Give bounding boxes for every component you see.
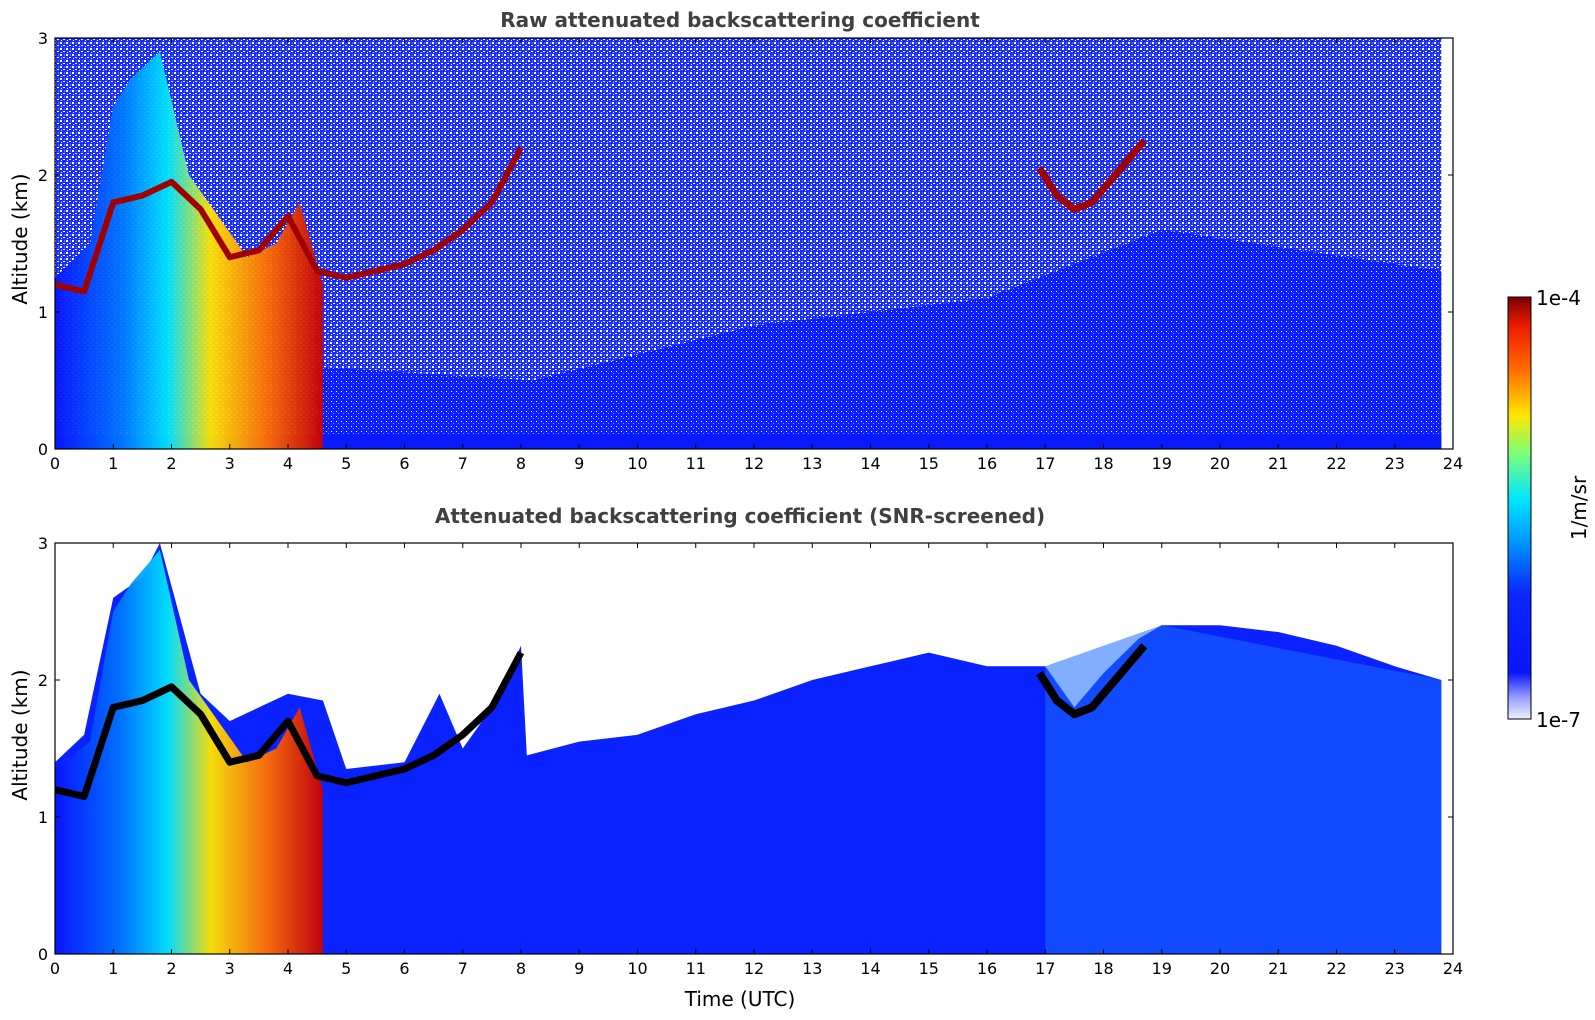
- x-tick-label: 15: [919, 959, 939, 978]
- x-tick-label: 7: [458, 454, 468, 473]
- x-tick-label: 20: [1210, 454, 1230, 473]
- panel-raw-title: Raw attenuated backscattering coefficien…: [500, 8, 980, 32]
- x-tick-label: 10: [627, 454, 647, 473]
- x-tick-label: 22: [1326, 454, 1346, 473]
- panel-raw: Raw attenuated backscattering coefficien…: [8, 8, 1463, 473]
- x-tick-label: 5: [341, 454, 351, 473]
- x-tick-label: 6: [399, 959, 409, 978]
- colorbar-max-label: 1e-4: [1536, 286, 1581, 310]
- x-tick-label: 2: [166, 454, 176, 473]
- x-tick-label: 10: [627, 959, 647, 978]
- x-tick-label: 19: [1152, 959, 1172, 978]
- x-tick-label: 8: [516, 454, 526, 473]
- x-tick-label: 4: [283, 454, 293, 473]
- panel-raw-axes: 0 1 2 3 4 5 6 7 8 9 10 11 12 13 14 15 16 17 18 19 20 21 22 23 24…: [38, 29, 1463, 473]
- y-tick-label: 2: [38, 671, 48, 690]
- panel-screened-ylabel: Altitude (km): [8, 669, 32, 800]
- raw-cloud-layer-morning: [55, 146, 524, 295]
- y-tick-label: 0: [38, 945, 48, 964]
- x-tick-label: 19: [1152, 454, 1172, 473]
- y-tick-label: 3: [38, 29, 48, 48]
- raw-boundary-layer: [317, 229, 1442, 449]
- x-tick-label: 0: [50, 959, 60, 978]
- x-tick-label: 0: [50, 454, 60, 473]
- x-tick-label: 14: [860, 454, 880, 473]
- panel-screened: Attenuated backscattering coefficient (S…: [8, 504, 1463, 1011]
- x-tick-label: 11: [686, 959, 706, 978]
- x-tick-label: 1: [108, 959, 118, 978]
- panel-screened-title: Attenuated backscattering coefficient (S…: [435, 504, 1045, 528]
- x-tick-label: 2: [166, 959, 176, 978]
- x-tick-label: 9: [574, 454, 584, 473]
- x-tick-label: 20: [1210, 959, 1230, 978]
- screened-aerosol-mass: [55, 549, 323, 954]
- x-tick-label: 23: [1385, 454, 1405, 473]
- screened-afternoon-layer: [1045, 625, 1442, 954]
- x-tick-label: 24: [1443, 454, 1463, 473]
- colorbar: 1e-4 1e-7 1/m/sr: [1507, 286, 1591, 732]
- x-tick-label: 5: [341, 959, 351, 978]
- x-tick-label: 8: [516, 959, 526, 978]
- raw-surface-band: [55, 435, 1442, 449]
- y-tick-label: 2: [38, 166, 48, 185]
- x-tick-label: 11: [686, 454, 706, 473]
- x-tick-label: 13: [802, 454, 822, 473]
- x-tick-label: 4: [283, 959, 293, 978]
- colorbar-unit-label: 1/m/sr: [1567, 475, 1591, 540]
- x-tick-label: 21: [1268, 454, 1288, 473]
- y-tick-label: 1: [38, 303, 48, 322]
- screened-cloud-layer-morning: [55, 650, 525, 800]
- raw-cloud-layer-afternoon: [1036, 138, 1147, 213]
- x-tick-label: 18: [1093, 959, 1113, 978]
- x-tick-label: 12: [744, 959, 764, 978]
- x-tick-label: 1: [108, 454, 118, 473]
- x-tick-label: 16: [977, 454, 997, 473]
- x-tick-label: 18: [1093, 454, 1113, 473]
- x-tick-label: 21: [1268, 959, 1288, 978]
- y-tick-label: 3: [38, 534, 48, 553]
- y-tick-label: 0: [38, 440, 48, 459]
- x-tick-label: 15: [919, 454, 939, 473]
- x-tick-label: 7: [458, 959, 468, 978]
- x-tick-label: 6: [399, 454, 409, 473]
- panel-raw-heatmap: [55, 38, 1442, 449]
- x-tick-label: 9: [574, 959, 584, 978]
- x-tick-label: 13: [802, 959, 822, 978]
- x-tick-label: 12: [744, 454, 764, 473]
- raw-aerosol-mass: [55, 51, 323, 449]
- x-tick-label: 3: [225, 959, 235, 978]
- panel-screened-heatmap: [55, 543, 1442, 954]
- x-tick-label: 24: [1443, 959, 1463, 978]
- colorbar-gradient: [1507, 296, 1532, 720]
- x-tick-label: 3: [225, 454, 235, 473]
- x-tick-label: 17: [1035, 959, 1055, 978]
- x-tick-label: 17: [1035, 454, 1055, 473]
- panel-screened-axes: 0 1 2 3 4 5 6 7 8 9 10 11 12 13 14 15 16 17 18 19 20 21 22 23 24…: [38, 534, 1463, 978]
- colorbar-min-label: 1e-7: [1536, 708, 1581, 732]
- x-tick-label: 22: [1326, 959, 1346, 978]
- y-tick-label: 1: [38, 808, 48, 827]
- x-tick-label: 16: [977, 959, 997, 978]
- panel-screened-xlabel: Time (UTC): [684, 987, 796, 1011]
- x-tick-label: 23: [1385, 959, 1405, 978]
- panel-raw-ylabel: Altitude (km): [8, 173, 32, 304]
- screened-cloud-layer-afternoon: [1036, 643, 1148, 719]
- x-tick-label: 14: [860, 959, 880, 978]
